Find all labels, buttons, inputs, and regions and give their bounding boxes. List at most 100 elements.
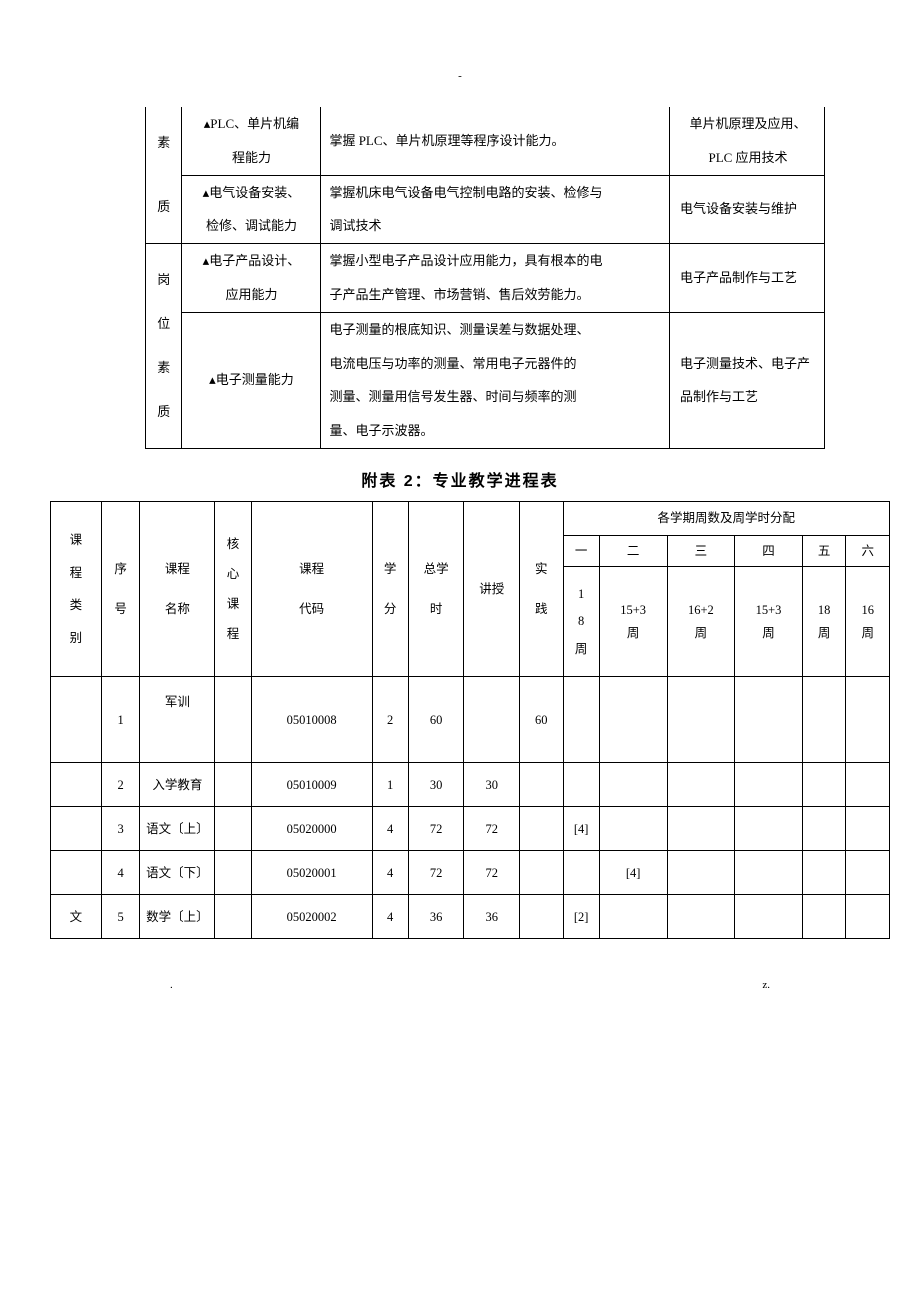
header-row: 课程类别 序号 课程名称 核心课程 课程代码 学分 总学时 讲授 实践 各学期周… [51, 501, 890, 535]
cell: 72 [464, 807, 520, 851]
cell [735, 763, 803, 807]
h-group: 各学期周数及周学时分配 [563, 501, 889, 535]
cell: 素 [154, 346, 173, 390]
cell [802, 851, 846, 895]
cell [215, 677, 251, 763]
cell: 调试技术 [329, 218, 381, 233]
cell: 05020001 [251, 851, 372, 895]
h: 16 [861, 603, 874, 617]
cell [215, 807, 251, 851]
cell: 05020002 [251, 895, 372, 939]
cell [215, 851, 251, 895]
cell: 60 [408, 677, 464, 763]
cell: 2 [101, 763, 140, 807]
competency-table: 素质 ▴PLC、单片机编程能力 掌握 PLC、单片机原理等程序设计能力。 单片机… [145, 107, 825, 449]
table-row: ▴电子测量能力 电子测量的根底知识、测量误差与数据处理、电流电压与功率的测量、常… [146, 312, 825, 448]
cell [599, 895, 667, 939]
cell [735, 851, 803, 895]
cell: 电流电压与功率的测量、常用电子元器件的 [329, 356, 576, 371]
cell: 掌握机床电气设备电气控制电路的安装、检修与 [329, 185, 602, 200]
cell: 4 [372, 807, 408, 851]
cell: 掌握小型电子产品设计应用能力，具有根本的电 [329, 253, 602, 268]
cell: 60 [520, 677, 564, 763]
cell [735, 895, 803, 939]
cell [667, 763, 735, 807]
cell [667, 807, 735, 851]
cell [51, 807, 102, 851]
cell [215, 895, 251, 939]
h: 四 [735, 535, 803, 567]
table-row: 素质 ▴PLC、单片机编程能力 掌握 PLC、单片机原理等程序设计能力。 单片机… [146, 107, 825, 175]
cell: 掌握 PLC、单片机原理等程序设计能力。 [329, 133, 564, 148]
h: 核 [218, 529, 247, 559]
cell: 5 [101, 895, 140, 939]
cell: 子产品生产管理、市场营销、售后效劳能力。 [329, 287, 589, 302]
h: 15+3 [620, 603, 646, 617]
cell: 36 [464, 895, 520, 939]
h: 三 [667, 535, 735, 567]
cell: 05020000 [251, 807, 372, 851]
cell [599, 677, 667, 763]
cell: 72 [408, 851, 464, 895]
cell: 1 [372, 763, 408, 807]
cell [599, 763, 667, 807]
cell: 05010008 [251, 677, 372, 763]
h: 16+2 [688, 603, 714, 617]
cell: 36 [408, 895, 464, 939]
cell: 文 [51, 895, 102, 939]
cell: 岗 [154, 258, 173, 302]
h: 18 [818, 603, 831, 617]
cell: [4] [599, 851, 667, 895]
table-row: 4 语文〔下〕 05020001 4 72 72 [4] [51, 851, 890, 895]
cell [51, 677, 102, 763]
cell: 电子测量的根底知识、测量误差与数据处理、 [329, 322, 589, 337]
cell: 质 [154, 190, 173, 224]
cell [846, 851, 890, 895]
cell: 电气设备安装与维护 [680, 201, 797, 216]
cell: 4 [372, 895, 408, 939]
cell [846, 677, 890, 763]
cell: ▴电气设备安装、 [203, 185, 301, 200]
cell [667, 895, 735, 939]
h: 1 [567, 581, 596, 609]
table-row: 2 入学教育 05010009 1 30 30 [51, 763, 890, 807]
cell: 质 [154, 390, 173, 434]
cell: 72 [464, 851, 520, 895]
cell [667, 677, 735, 763]
h: 15+3 [756, 603, 782, 617]
cell: [2] [563, 895, 599, 939]
h: 实 [523, 549, 560, 589]
cell [735, 807, 803, 851]
cell: ▴电子产品设计、 [203, 253, 301, 268]
page-footer: . z. [50, 939, 870, 991]
cell [51, 851, 102, 895]
cell [215, 763, 251, 807]
cell: 品制作与工艺 [680, 389, 758, 404]
cell: 2 [372, 677, 408, 763]
table2-caption: 附表 2：专业教学进程表 [50, 467, 870, 491]
cell [667, 851, 735, 895]
cell: 应用能力 [225, 287, 277, 302]
cell: 检修、调试能力 [206, 218, 297, 233]
cell [520, 851, 564, 895]
h: 序 [105, 549, 137, 589]
cell: 入学教育 [140, 763, 215, 807]
h: 五 [802, 535, 846, 567]
cell: 05010009 [251, 763, 372, 807]
table-row: 文 5 数学〔上〕 05020002 4 36 36 [2] [51, 895, 890, 939]
cell: 军训 [140, 677, 215, 763]
h: 二 [599, 535, 667, 567]
table-row: 1 军训 05010008 260 60 [51, 677, 890, 763]
cell: ▴电子测量能力 [209, 372, 294, 387]
h: 总学 [412, 549, 461, 589]
cell: 1 [101, 677, 140, 763]
cell: 30 [464, 763, 520, 807]
cell: 量、电子示波器。 [329, 423, 433, 438]
cell: 语文〔上〕 [140, 807, 215, 851]
cell [802, 895, 846, 939]
schedule-table: 课程类别 序号 课程名称 核心课程 课程代码 学分 总学时 讲授 实践 各学期周… [50, 501, 890, 940]
cell [846, 763, 890, 807]
cell [464, 677, 520, 763]
cell: 电子测量技术、电子产 [680, 356, 810, 371]
h: 讲授 [464, 501, 520, 677]
